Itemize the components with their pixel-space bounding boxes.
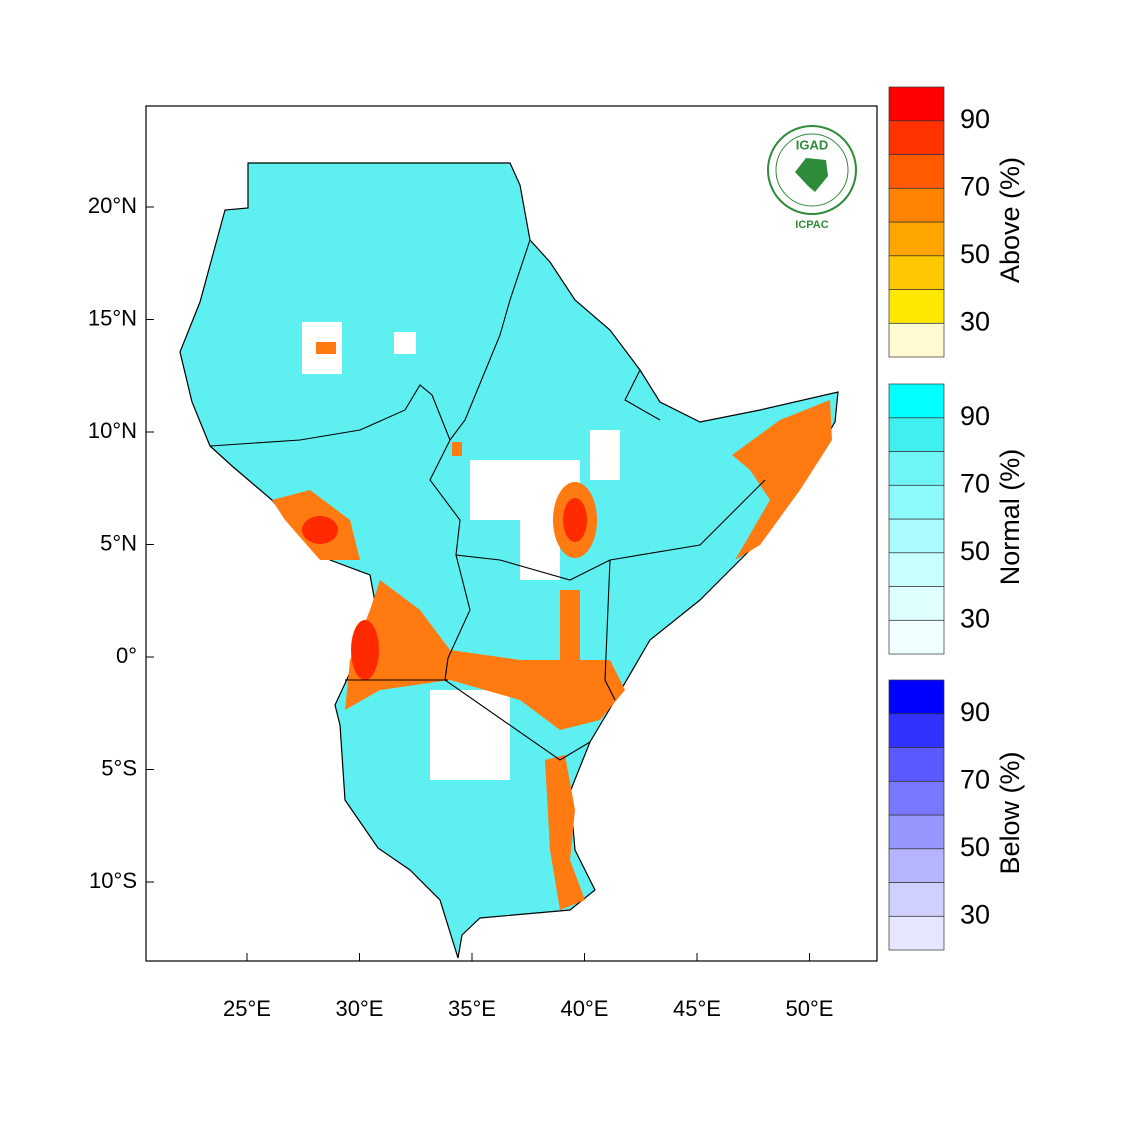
colorbar-tick-label: 30 [960, 899, 990, 929]
colorbar-tick-label: 90 [960, 401, 990, 431]
colorbar-tick-label: 30 [960, 603, 990, 633]
colorbar-swatch [888, 484, 945, 520]
lon-tick-label: 25°E [223, 996, 271, 1021]
lat-tick-label: 10°N [88, 418, 137, 443]
map-region [179, 162, 839, 959]
colorbar-tick-label: 50 [960, 239, 990, 269]
colorbar-swatch [888, 814, 945, 850]
colorbar-swatch [888, 322, 945, 358]
lon-tick-label: 30°E [336, 996, 384, 1021]
colorbar-tick-label: 70 [960, 468, 990, 498]
colorbar-swatch [888, 552, 945, 587]
colorbar-title: Normal (%) [995, 449, 1025, 586]
colorbar-swatch [888, 915, 945, 951]
colorbar-swatch [888, 417, 945, 452]
colorbar-tick-label: 30 [960, 306, 990, 336]
lon-tick-label: 35°E [448, 996, 496, 1021]
colorbar-swatch [888, 747, 945, 782]
lon-tick-label: 40°E [561, 996, 609, 1021]
colorbar-swatch [888, 586, 945, 621]
colorbar-swatch [888, 383, 945, 419]
lat-tick-label: 5°N [100, 530, 137, 555]
colorbar-swatch [888, 518, 945, 554]
lon-tick-label: 45°E [673, 996, 721, 1021]
colorbar-title: Above (%) [995, 157, 1025, 283]
colorbar-swatch [888, 679, 945, 715]
logo-caption: ICPAC [795, 219, 828, 231]
colorbar-tick-label: 70 [960, 764, 990, 794]
colorbar-swatch [888, 619, 945, 655]
colorbar-tick-label: 70 [960, 171, 990, 201]
colorbar-swatch [888, 289, 945, 324]
colorbar-tick-label: 90 [960, 104, 990, 134]
colorbar-swatch [888, 221, 945, 257]
colorbar-tick-label: 90 [960, 697, 990, 727]
colorbar-title: Below (%) [995, 751, 1025, 874]
colorbar-swatch [888, 120, 945, 155]
lat-tick-label: 5°S [101, 755, 137, 780]
colorbar-swatch [888, 780, 945, 816]
colorbar-swatch [888, 187, 945, 223]
lat-tick-label: 15°N [88, 305, 137, 330]
colorbar-swatch [888, 882, 945, 917]
colorbar-tick-label: 50 [960, 536, 990, 566]
colorbar-swatch [888, 713, 945, 748]
colorbar-swatch [888, 451, 945, 486]
logo: IGAD ICPAC [767, 125, 857, 231]
colorbar-swatch [888, 848, 945, 883]
colorbar-swatch [888, 154, 945, 189]
colorbar-tick-label: 50 [960, 832, 990, 862]
logo-title: IGAD [796, 137, 829, 152]
colorbar-swatch [888, 86, 945, 122]
lat-tick-label: 10°S [89, 868, 137, 893]
lat-tick-label: 20°N [88, 193, 137, 218]
lon-tick-label: 50°E [786, 996, 834, 1021]
colorbar-swatch [888, 255, 945, 290]
lat-tick-label: 0° [116, 643, 137, 668]
